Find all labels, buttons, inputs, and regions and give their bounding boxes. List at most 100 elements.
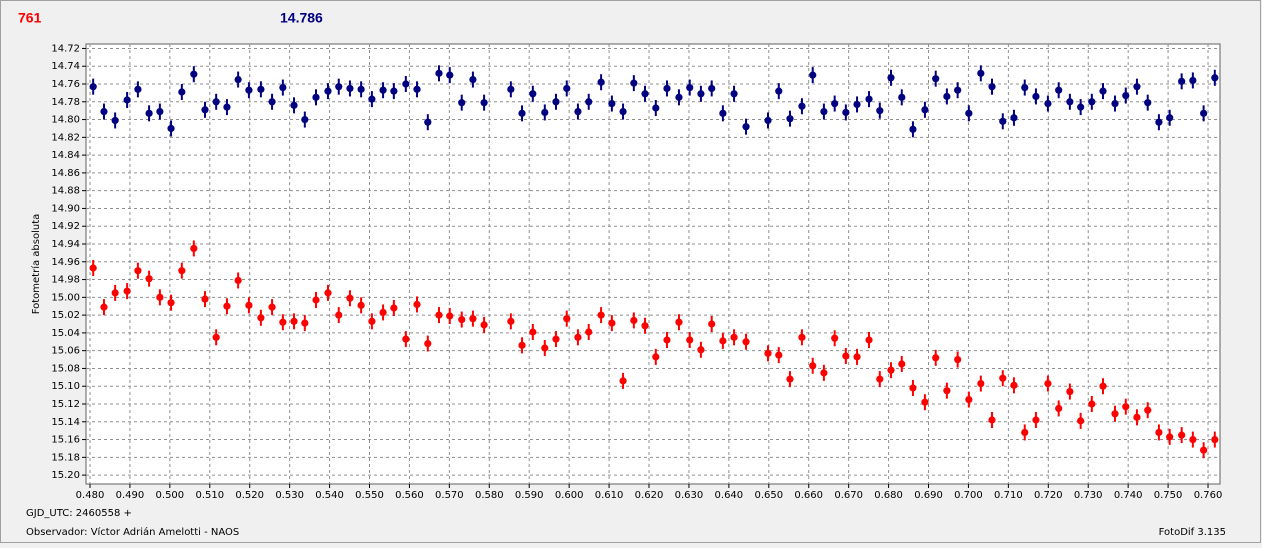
- data-point: [1044, 379, 1052, 388]
- data-point: [820, 369, 828, 377]
- x-tick-label: 0.650: [754, 490, 783, 501]
- data-point: [279, 83, 287, 92]
- x-tick-label: 0.550: [355, 490, 384, 501]
- data-point: [719, 109, 727, 117]
- y-tick-label: 14.78: [51, 97, 80, 108]
- data-point: [708, 320, 716, 328]
- y-tick-label: 15.10: [51, 381, 80, 392]
- y-tick-label: 14.98: [51, 275, 80, 286]
- data-point: [100, 303, 108, 311]
- y-tick-label: 15.00: [51, 292, 80, 303]
- data-point: [898, 93, 906, 101]
- x-tick-label: 0.620: [635, 490, 664, 501]
- data-point: [413, 300, 421, 309]
- x-tick-label: 0.700: [954, 490, 983, 501]
- data-point: [324, 87, 332, 95]
- data-point: [764, 349, 772, 357]
- y-tick-label: 15.14: [51, 417, 80, 428]
- data-point: [1044, 99, 1052, 108]
- data-point: [943, 387, 951, 395]
- data-point: [1211, 74, 1219, 82]
- data-point: [608, 319, 616, 327]
- data-point: [574, 107, 582, 116]
- x-tick-label: 0.720: [1034, 490, 1063, 501]
- data-point: [279, 318, 287, 326]
- data-point: [1133, 413, 1141, 421]
- x-tick-label: 0.540: [315, 490, 344, 501]
- data-point: [619, 107, 627, 116]
- data-point: [390, 87, 398, 95]
- data-point: [887, 366, 895, 374]
- data-point: [1010, 114, 1018, 122]
- data-point: [932, 75, 940, 83]
- data-point: [820, 107, 828, 116]
- data-point: [335, 83, 343, 91]
- data-point: [853, 353, 861, 361]
- x-tick-label: 0.590: [515, 490, 544, 501]
- data-point: [469, 315, 477, 323]
- data-point: [335, 311, 343, 319]
- x-tick-label: 0.480: [76, 490, 105, 501]
- data-point: [290, 317, 298, 325]
- data-point: [1021, 428, 1029, 437]
- data-point: [312, 296, 320, 304]
- data-point: [507, 317, 515, 325]
- data-point: [268, 303, 276, 311]
- data-point: [809, 362, 817, 370]
- data-point: [368, 95, 376, 103]
- data-point: [1111, 99, 1119, 108]
- data-point: [301, 319, 309, 327]
- data-point: [290, 101, 298, 109]
- data-point: [663, 336, 671, 344]
- data-point: [675, 318, 683, 326]
- data-point: [1066, 98, 1074, 106]
- y-tick-label: 14.80: [51, 115, 80, 126]
- y-tick-label: 15.20: [51, 470, 80, 481]
- data-point: [156, 293, 164, 301]
- data-point: [585, 328, 593, 336]
- data-point: [1189, 76, 1197, 85]
- data-point: [507, 85, 515, 93]
- data-point: [775, 351, 783, 359]
- data-point: [842, 108, 850, 117]
- data-point: [563, 84, 571, 93]
- y-tick-label: 14.96: [51, 257, 80, 268]
- y-tick-label: 14.94: [51, 239, 80, 250]
- data-point: [1088, 98, 1096, 106]
- data-point: [876, 375, 884, 383]
- data-point: [999, 374, 1007, 382]
- data-point: [111, 116, 119, 125]
- data-point: [999, 117, 1007, 125]
- data-point: [145, 275, 153, 283]
- data-point: [1032, 416, 1040, 424]
- data-point: [552, 335, 560, 343]
- data-point: [652, 104, 660, 112]
- data-point: [1155, 118, 1163, 126]
- data-point: [1111, 410, 1119, 418]
- x-tick-label: 0.530: [275, 490, 304, 501]
- data-point: [1166, 433, 1174, 441]
- data-point: [798, 333, 806, 341]
- data-point: [865, 95, 873, 103]
- data-point: [201, 106, 209, 114]
- data-point: [1099, 382, 1107, 390]
- data-point: [458, 99, 466, 107]
- y-tick-label: 15.02: [51, 310, 80, 321]
- data-point: [730, 90, 738, 98]
- data-point: [402, 80, 410, 88]
- data-point: [1077, 103, 1085, 111]
- data-point: [630, 79, 638, 87]
- data-point: [480, 321, 488, 329]
- data-point: [742, 338, 750, 346]
- data-point: [346, 294, 354, 302]
- data-point: [123, 96, 131, 104]
- data-point: [887, 74, 895, 82]
- data-point: [798, 102, 806, 110]
- data-point: [977, 379, 985, 388]
- annotation: 761: [18, 10, 42, 26]
- data-point: [424, 118, 432, 126]
- data-point: [909, 125, 917, 133]
- x-tick-label: 0.730: [1074, 490, 1103, 501]
